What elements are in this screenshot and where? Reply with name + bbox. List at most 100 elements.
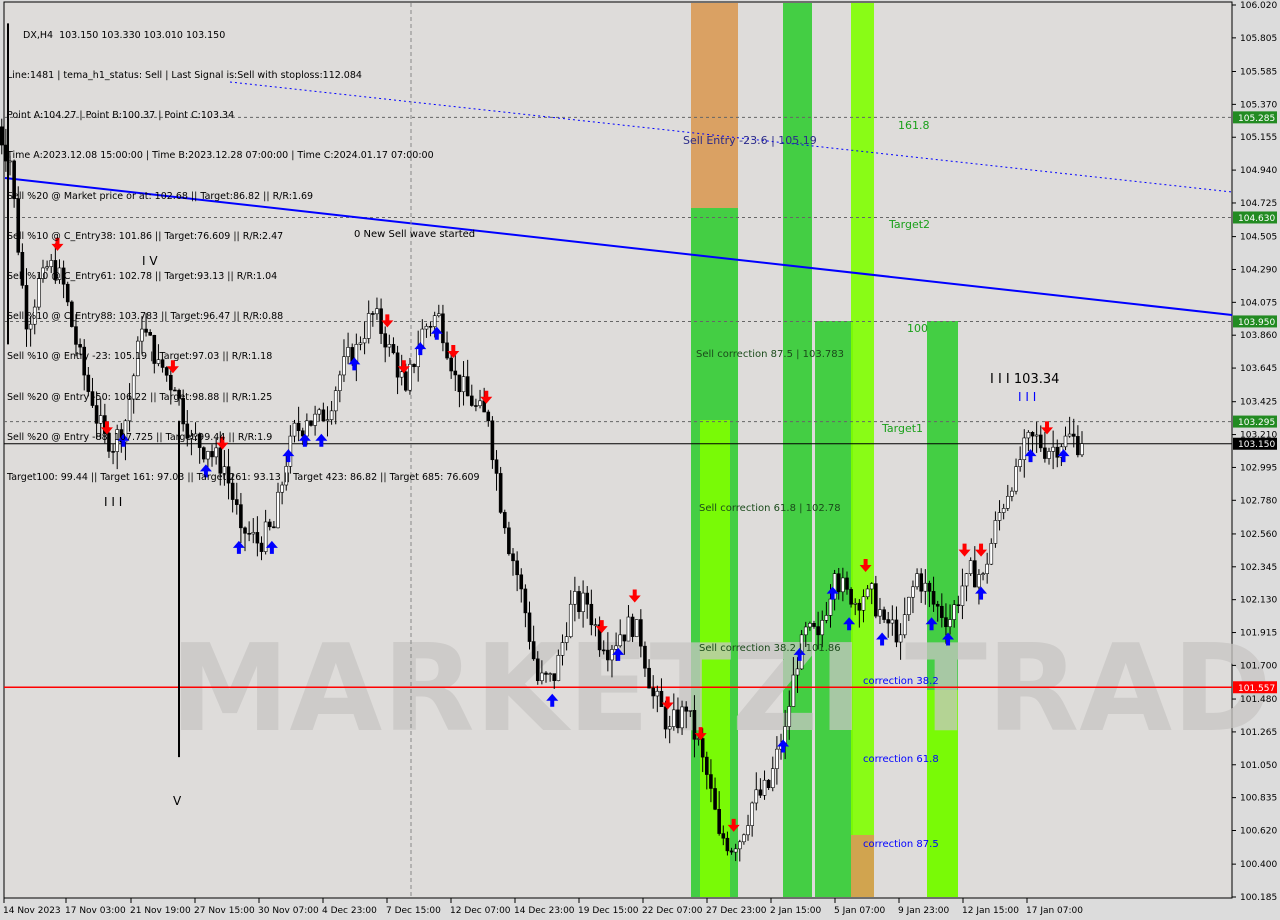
candle-body <box>589 603 594 626</box>
candle-body <box>12 160 16 199</box>
candle-body <box>1010 490 1014 497</box>
buy-arrow-icon <box>612 647 625 661</box>
info-line: Sell %10 @ Entry -23: 105.19 || Target:9… <box>7 351 273 363</box>
candle-body <box>107 432 111 452</box>
candle-body <box>408 363 412 391</box>
candle-body <box>20 251 25 286</box>
candle-body <box>152 334 157 364</box>
candle-body <box>556 655 561 681</box>
candle-body <box>230 482 235 500</box>
candle-body <box>622 634 627 642</box>
price-level-label: 103.950 <box>1238 318 1275 328</box>
sell-arrow-icon <box>694 727 707 741</box>
candle-body <box>1071 433 1076 437</box>
y-tick-label: 103.210 <box>1240 431 1277 441</box>
buy-arrow-icon <box>975 586 988 600</box>
candle-body <box>923 582 928 592</box>
candle-body <box>898 634 903 643</box>
candle-body <box>968 560 973 574</box>
candle-body <box>902 614 907 636</box>
y-tick-label: 103.425 <box>1240 398 1277 408</box>
y-tick-label: 104.505 <box>1240 233 1277 243</box>
y-tick-label: 100.835 <box>1240 794 1277 804</box>
candle-body <box>944 617 948 628</box>
x-tick-label: 30 Nov 07:00 <box>258 906 319 916</box>
y-tick-label: 101.700 <box>1240 661 1277 671</box>
sell-arrow-icon <box>859 558 872 572</box>
candle-body <box>333 390 338 412</box>
candle-body <box>0 126 4 146</box>
candle-body <box>1014 466 1018 492</box>
candle-body <box>395 352 400 378</box>
y-tick-label: 101.915 <box>1240 629 1277 639</box>
candle-body <box>49 260 54 267</box>
buy-arrow-icon <box>298 433 311 447</box>
x-tick-label: 5 Jan 07:00 <box>834 906 886 916</box>
info-line: Sell %10 @ C_Entry88: 103.783 || Target:… <box>7 311 284 323</box>
candle-body <box>465 376 470 397</box>
candle-body <box>552 673 557 681</box>
candle-body <box>849 589 853 605</box>
candle-body <box>601 649 606 652</box>
candle-body <box>766 779 771 788</box>
x-tick-label: 17 Nov 03:00 <box>65 906 126 916</box>
sell-arrow-icon <box>381 314 394 328</box>
sell-arrow-icon <box>661 696 674 710</box>
sell-arrow-icon <box>975 543 988 557</box>
y-tick-label: 105.155 <box>1240 133 1277 143</box>
candle-body <box>1047 451 1051 459</box>
current-price-tag <box>1233 437 1277 450</box>
candle-body <box>511 553 515 562</box>
buy-arrow-icon <box>282 449 295 463</box>
candle-body <box>234 499 239 505</box>
candle-body <box>305 420 309 437</box>
candle-body <box>441 313 445 344</box>
candle-body <box>816 626 820 636</box>
buy-arrow-icon <box>777 739 790 753</box>
candle-body <box>144 328 148 333</box>
candle-body <box>338 374 342 391</box>
y-tick-label: 100.400 <box>1240 860 1277 870</box>
candle-body <box>296 422 301 432</box>
buy-arrow-icon <box>315 433 328 447</box>
sell-arrow-icon <box>166 360 179 374</box>
candle-body <box>808 622 812 628</box>
x-tick-label: 27 Dec 23:00 <box>706 906 767 916</box>
candle-body <box>136 340 140 377</box>
candle-body <box>824 615 829 621</box>
candle-body <box>886 619 891 624</box>
candle-body <box>874 583 878 617</box>
buy-arrow-icon <box>117 433 130 447</box>
info-line: Sell %10 @ C_Entry61: 102.78 || Target:9… <box>7 271 278 283</box>
candle-body <box>618 634 623 647</box>
candle-body <box>41 267 45 279</box>
candle-body <box>243 527 247 534</box>
y-tick-label: 104.290 <box>1240 265 1277 275</box>
candle-body <box>997 512 1002 521</box>
candle-body <box>647 667 651 689</box>
candle-body <box>597 624 602 651</box>
chart-annotation: 100 <box>907 322 928 335</box>
candle-body <box>321 409 326 422</box>
candle-body <box>428 325 433 328</box>
price-levels <box>4 116 1232 689</box>
signal-arrows <box>51 237 1070 832</box>
candlesticks <box>0 23 1084 862</box>
candle-body <box>733 848 738 853</box>
chart-annotation: Sell correction 61.8 | 102.78 <box>699 503 841 514</box>
info-line: Sell %10 @ C_Entry38: 101.86 || Target:7… <box>7 230 284 242</box>
candle-body <box>98 415 103 424</box>
price-level-label: 104.630 <box>1238 214 1275 224</box>
candle-body <box>519 574 524 590</box>
candle-body <box>614 645 618 650</box>
candle-body <box>181 397 185 425</box>
price-level-tag <box>1233 111 1277 124</box>
candle-body <box>469 395 474 406</box>
candle-body <box>845 577 849 590</box>
candle-body <box>684 706 688 712</box>
candle-body <box>630 616 635 637</box>
info-line: Line:1481 | tema_h1_status: Sell | Last … <box>7 70 362 82</box>
candle-body <box>626 616 631 642</box>
candle-body <box>717 809 721 834</box>
